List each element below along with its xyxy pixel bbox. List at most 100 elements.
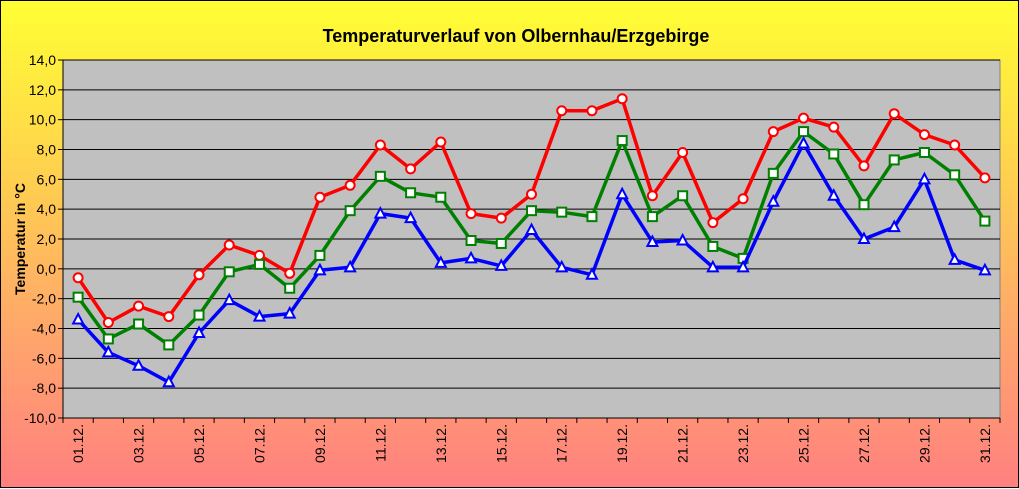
x-tick-label: 29.12. [916,424,932,463]
data-point [192,325,206,338]
y-tick-label: 6,0 [37,171,57,187]
series-circle [72,93,991,329]
data-point [344,179,356,191]
data-point [888,108,900,120]
x-tick-label: 09.12. [312,424,328,463]
x-tick-label: 21.12. [675,424,691,463]
data-point [828,148,840,160]
data-point [858,160,870,172]
data-point [435,136,447,148]
data-point [405,187,417,199]
data-point [918,129,930,141]
data-point [978,262,992,276]
y-tick-label: -2,0 [32,291,56,307]
data-point [616,93,628,105]
axes [58,59,1001,423]
data-point [526,188,537,200]
data-point [343,259,357,273]
y-tick-label: 10,0 [29,112,56,128]
x-tick-label: 25.12. [796,424,812,463]
data-point [464,250,478,264]
y-tick-label: -6,0 [32,350,56,366]
data-point [615,186,629,200]
data-point [645,234,660,247]
data-point [556,105,568,117]
data-point [314,249,326,261]
data-point [555,259,569,273]
y-tick-labels: -10,0 -8,0 -6,0 -4,0 -2,0 0,0 2,0 4,0 6,0 8,0 10,0… [24,52,56,426]
data-point [193,269,205,281]
data-point [162,374,176,388]
data-point [857,231,871,244]
data-point [71,311,85,325]
x-tick-label: 03.12. [131,424,147,463]
data-point [344,205,356,217]
data-point [465,208,477,220]
data-point [253,258,265,270]
data-point [313,262,327,276]
data-point [223,266,235,278]
data-point [374,139,386,151]
chart-title: Temperaturverlauf von Olbernhau/Erzgebir… [323,26,710,46]
data-point [737,193,749,205]
data-point [133,318,145,330]
data-point [465,234,477,246]
x-tick-label: 27.12. [856,424,872,463]
data-point [888,154,900,166]
data-point [284,267,296,279]
x-tick-label: 31.12. [977,424,993,463]
data-point [828,121,840,133]
data-point [434,255,448,268]
data-point [766,194,780,207]
data-point [858,199,870,211]
data-point [979,215,991,227]
x-tick-label: 23.12. [735,424,751,463]
x-tick-label: 05.12. [191,424,207,463]
data-point [494,258,508,271]
data-series [71,93,992,388]
data-point [403,210,418,224]
data-point [767,167,779,179]
x-tick-label: 07.12. [251,424,267,463]
data-point [586,105,598,117]
data-point [798,126,810,138]
x-tick-label: 19.12. [614,424,630,463]
x-tick-label: 17.12. [554,424,570,463]
data-point [675,232,690,246]
y-tick-label: 4,0 [37,201,57,217]
data-point [223,239,235,251]
y-tick-label: 2,0 [37,231,57,247]
data-point [163,311,175,323]
data-point [616,135,628,147]
data-point [677,190,689,202]
data-point [949,169,961,181]
data-point [707,240,719,252]
data-point [435,191,447,203]
data-point [373,205,388,219]
data-point [131,358,146,371]
y-axis-title: Temperatur in °C [12,183,28,295]
y-tick-label: 8,0 [37,142,57,158]
x-tick-labels: 01.12. 03.12. 05.12. 07.12. 09.12. 11.12. 13.1… [70,424,993,463]
series-triangle [71,135,992,388]
y-tick-label: 14,0 [29,52,56,68]
data-point [767,126,779,138]
y-tick-label: 12,0 [29,82,56,98]
data-point [707,217,719,229]
data-point [917,171,932,185]
y-tick-label: -4,0 [32,321,56,337]
data-point [405,163,417,175]
data-point [949,139,961,151]
y-tick-label: -10,0 [24,410,56,426]
data-point [102,333,114,345]
data-point [252,308,267,322]
x-tick-label: 01.12. [70,424,86,463]
data-point [495,237,507,249]
data-point [585,267,599,280]
data-point [646,211,658,223]
x-tick-label: 13.12. [433,424,449,463]
y-tick-label: -8,0 [32,380,56,396]
data-point [918,146,930,158]
data-point [979,172,991,184]
x-tick-label: 11.12. [372,424,388,462]
